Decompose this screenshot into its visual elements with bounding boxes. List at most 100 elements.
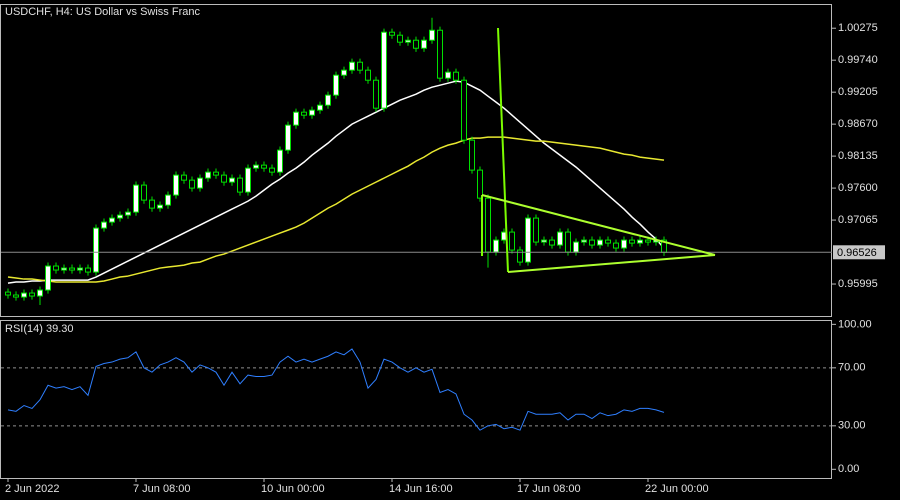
x-tick-label: 22 Jun 00:00 bbox=[645, 483, 709, 495]
candle-body bbox=[245, 167, 251, 193]
candle-body bbox=[237, 177, 243, 193]
y-tick-label: 0.98135 bbox=[838, 150, 878, 162]
candle-body bbox=[589, 239, 595, 246]
y-tick-label: 0.00 bbox=[838, 463, 859, 475]
y-tick-label: 1.00275 bbox=[838, 22, 878, 34]
x-tick-label: 14 Jun 16:00 bbox=[389, 483, 453, 495]
candle-body bbox=[181, 174, 187, 181]
candle-body bbox=[53, 265, 59, 271]
candle-body bbox=[125, 211, 131, 216]
candle-body bbox=[37, 289, 43, 297]
candle-body bbox=[13, 294, 19, 298]
candle-body bbox=[293, 111, 299, 126]
candle-body bbox=[517, 249, 523, 263]
current-price-box bbox=[833, 245, 885, 260]
candle-body bbox=[541, 239, 547, 243]
candle-body bbox=[485, 197, 491, 253]
candle-body bbox=[349, 61, 355, 71]
price-panel: 1.00275 0.99740 0.99205 0.98670 0.98135 0.976… bbox=[1, 17, 885, 306]
candle-body bbox=[605, 239, 611, 244]
candle-body bbox=[165, 194, 171, 206]
candle-body bbox=[357, 61, 363, 71]
candle-body bbox=[389, 31, 395, 36]
y-tick-label: 70.00 bbox=[838, 362, 866, 374]
candle-body bbox=[309, 109, 315, 116]
candle-body bbox=[413, 39, 419, 49]
y-tick-label: 0.97600 bbox=[838, 182, 878, 194]
candle-body bbox=[381, 31, 387, 109]
candle-body bbox=[405, 39, 411, 43]
candle-body bbox=[69, 267, 75, 271]
triangle-upper bbox=[481, 194, 716, 256]
candle-body bbox=[269, 167, 275, 173]
x-tick-label: 7 Jun 08:00 bbox=[133, 483, 191, 495]
candle-body bbox=[565, 231, 571, 253]
candle-body bbox=[461, 79, 467, 141]
candle-body bbox=[453, 71, 459, 81]
candle-body bbox=[101, 221, 107, 229]
candle-body bbox=[429, 29, 435, 41]
candle-body bbox=[85, 267, 91, 273]
candle-body bbox=[613, 242, 619, 249]
y-tick-label: 0.98670 bbox=[838, 118, 878, 130]
y-tick-label: 0.99740 bbox=[838, 54, 878, 66]
x-tick-label: 10 Jun 00:00 bbox=[261, 483, 325, 495]
candle-body bbox=[261, 164, 267, 169]
candle-body bbox=[525, 217, 531, 263]
trend-line bbox=[497, 27, 509, 273]
candle-body bbox=[117, 214, 123, 219]
x-tick-label: 17 Jun 08:00 bbox=[517, 483, 581, 495]
candle-body bbox=[173, 174, 179, 196]
candle-body bbox=[637, 239, 643, 244]
candle-body bbox=[157, 204, 163, 209]
candle-body bbox=[397, 34, 403, 43]
candle-body bbox=[445, 71, 451, 79]
chart-title: USDCHF, H4: US Dollar vs Swiss Franc bbox=[5, 6, 200, 18]
candle-body bbox=[437, 29, 443, 79]
candle-body bbox=[645, 239, 651, 243]
candle-body bbox=[141, 184, 147, 201]
candle-body bbox=[77, 267, 83, 271]
candle-body bbox=[205, 171, 211, 179]
candle-body bbox=[109, 217, 115, 223]
candle-body bbox=[301, 111, 307, 116]
candle-body bbox=[21, 292, 27, 298]
candle-body bbox=[285, 124, 291, 151]
moving-average bbox=[7, 136, 665, 283]
candle-body bbox=[365, 69, 371, 81]
candle-body bbox=[221, 174, 227, 183]
candle-body bbox=[317, 104, 323, 111]
y-tick-label: 0.99205 bbox=[838, 86, 878, 98]
triangle-lower bbox=[507, 254, 716, 273]
triangle-drawing bbox=[481, 27, 716, 273]
candle-body bbox=[93, 227, 99, 273]
candle-body bbox=[341, 69, 347, 76]
y-tick-label: 0.97065 bbox=[838, 214, 878, 226]
y-tick-label: 30.00 bbox=[838, 420, 866, 432]
candle-body bbox=[549, 239, 555, 246]
main-panel-frame bbox=[0, 4, 832, 317]
candle-body bbox=[197, 177, 203, 189]
candle-body bbox=[61, 267, 67, 271]
candle-body bbox=[621, 239, 627, 249]
candle-body bbox=[277, 149, 283, 173]
x-tick-label: 2 Jun 2022 bbox=[5, 483, 59, 495]
candle-body bbox=[45, 265, 51, 291]
y-tick-label: 100.00 bbox=[838, 318, 872, 330]
candle-body bbox=[5, 291, 11, 296]
candle-body bbox=[509, 231, 515, 251]
candle-body bbox=[333, 74, 339, 96]
rsi-line bbox=[7, 348, 665, 431]
rsi-title: RSI(14) 39.30 bbox=[5, 323, 73, 335]
candle-body bbox=[533, 217, 539, 243]
candle-body bbox=[469, 139, 475, 171]
candle-body bbox=[133, 184, 139, 213]
y-tick-label: 0.95995 bbox=[838, 278, 878, 290]
moving-average bbox=[7, 80, 665, 284]
candle-body bbox=[477, 169, 483, 199]
rsi-panel-frame bbox=[0, 320, 832, 479]
candle-body bbox=[189, 179, 195, 189]
candle-body bbox=[629, 239, 635, 244]
candle-body bbox=[373, 79, 379, 109]
